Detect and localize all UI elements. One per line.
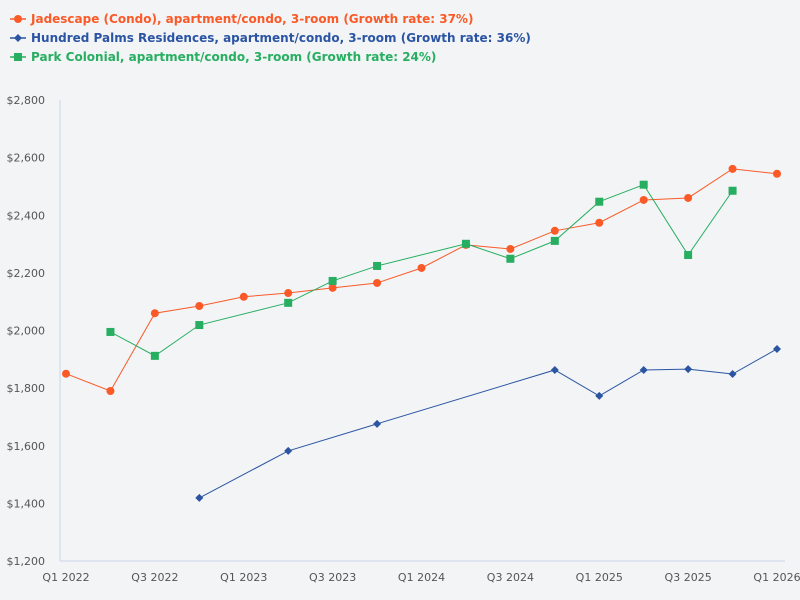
diamond-marker-icon: [10, 33, 26, 42]
data-point: [506, 244, 515, 253]
data-point: [506, 254, 515, 263]
x-tick-label: Q1 2023: [220, 571, 267, 584]
y-tick-label: $2,600: [7, 152, 46, 165]
legend: Jadescape (Condo), apartment/condo, 3-ro…: [10, 9, 531, 66]
y-tick-label: $2,800: [7, 94, 46, 107]
data-point: [106, 327, 115, 336]
x-tick-label: Q3 2023: [309, 571, 356, 584]
data-point: [550, 365, 559, 374]
data-point: [239, 292, 248, 301]
data-point: [328, 283, 337, 292]
data-point: [150, 309, 159, 318]
legend-item-park-colonial[interactable]: Park Colonial, apartment/condo, 3-room (…: [10, 47, 531, 66]
x-tick-label: Q1 2024: [398, 571, 445, 584]
data-point: [284, 298, 293, 307]
data-point: [639, 180, 648, 189]
legend-item-hundred-palms[interactable]: Hundred Palms Residences, apartment/cond…: [10, 28, 531, 47]
data-point: [728, 164, 737, 173]
data-point: [373, 278, 382, 287]
x-tick-label: Q1 2026: [753, 571, 800, 584]
data-point: [461, 239, 470, 248]
data-point: [684, 365, 693, 374]
data-point: [106, 387, 115, 396]
x-tick-label: Q3 2024: [487, 571, 534, 584]
data-point: [328, 276, 337, 285]
data-point: [150, 351, 159, 360]
legend-item-jadescape[interactable]: Jadescape (Condo), apartment/condo, 3-ro…: [10, 9, 531, 28]
data-point: [639, 365, 648, 374]
legend-label: Jadescape (Condo), apartment/condo, 3-ro…: [31, 11, 474, 26]
data-point: [195, 302, 204, 311]
y-tick-label: $1,400: [7, 497, 46, 510]
data-point: [684, 193, 693, 202]
y-tick-label: $1,800: [7, 382, 46, 395]
series-line-1: [199, 348, 778, 499]
circle-marker-icon: [10, 14, 26, 23]
x-tick-label: Q1 2025: [576, 571, 623, 584]
y-tick-label: $1,600: [7, 440, 46, 453]
data-point: [595, 391, 604, 400]
x-tick-label: Q1 2022: [42, 571, 89, 584]
data-point: [373, 419, 382, 428]
data-point: [550, 236, 559, 245]
data-point: [284, 446, 293, 455]
x-tick-label: Q3 2022: [131, 571, 178, 584]
data-point: [773, 344, 781, 353]
data-point: [595, 197, 604, 206]
data-point: [728, 370, 737, 379]
y-tick-label: $2,400: [7, 209, 46, 222]
data-point: [728, 186, 737, 195]
y-tick-label: $2,000: [7, 325, 46, 338]
data-point: [195, 493, 204, 502]
data-point: [417, 263, 426, 272]
data-point: [773, 169, 781, 178]
data-point: [550, 226, 559, 235]
series-line-0: [65, 168, 778, 392]
data-point: [373, 261, 382, 270]
y-tick-label: $1,200: [7, 555, 46, 568]
legend-label: Park Colonial, apartment/condo, 3-room (…: [31, 49, 437, 64]
square-marker-icon: [10, 52, 26, 61]
x-tick-label: Q3 2025: [665, 571, 712, 584]
data-point: [595, 218, 604, 227]
data-point: [62, 369, 70, 378]
data-point: [284, 289, 293, 298]
data-point: [639, 195, 648, 204]
data-point: [195, 321, 204, 330]
data-point: [684, 251, 693, 260]
legend-label: Hundred Palms Residences, apartment/cond…: [31, 30, 531, 45]
y-tick-label: $2,200: [7, 267, 46, 280]
